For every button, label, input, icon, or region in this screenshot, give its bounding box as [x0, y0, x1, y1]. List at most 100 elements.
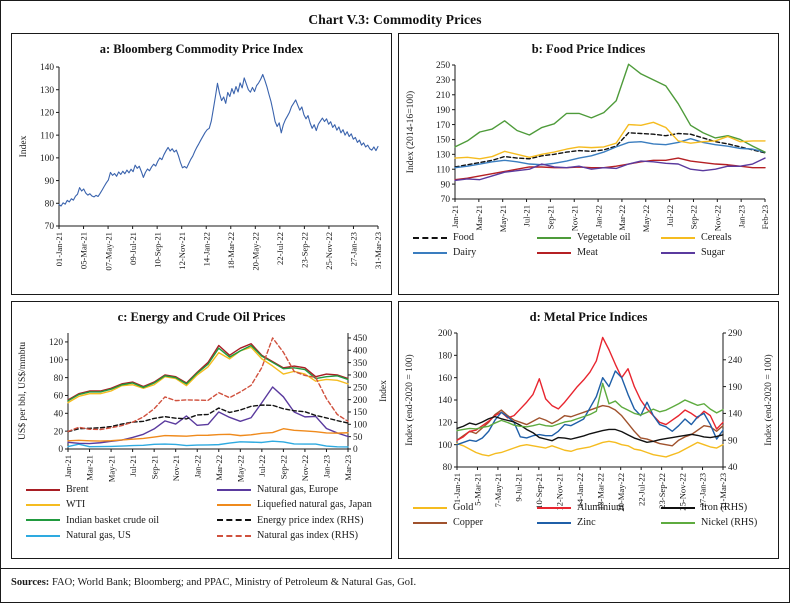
svg-text:Jan-23: Jan-23 [322, 455, 332, 478]
svg-text:110: 110 [40, 131, 54, 141]
legend-item-food: Food [413, 230, 531, 245]
legend-item-wti: WTI [26, 497, 211, 512]
svg-text:May-21: May-21 [498, 205, 508, 232]
svg-text:150: 150 [353, 408, 367, 418]
series-line-brent [67, 343, 349, 401]
legend-swatch-dairy [413, 251, 447, 254]
legend-swatch-vegetable-oil [537, 236, 571, 239]
svg-text:20-May-22: 20-May-22 [616, 473, 626, 512]
sources-label: Sources: [11, 577, 50, 588]
svg-text:50: 50 [353, 433, 363, 443]
legend-item-meat: Meat [537, 245, 655, 260]
legend-swatch-brent [26, 488, 60, 491]
svg-text:Index (end-2020 = 100): Index (end-2020 = 100) [404, 354, 415, 445]
series-line-indian-basket-crude-oil [67, 344, 349, 402]
legend-row: Gold Aluminium Iron (RHS) [413, 500, 764, 515]
legend-label-indian-basket-crude-oil: Indian basket crude oil [66, 514, 160, 526]
legend-swatch-food [413, 236, 447, 239]
svg-text:200: 200 [353, 396, 367, 406]
sources-note: Sources: FAO; World Bank; Bloomberg; and… [1, 568, 789, 602]
svg-text:180: 180 [438, 352, 452, 362]
svg-text:Jan-22: Jan-22 [593, 205, 603, 228]
legend-label-food: Food [453, 232, 474, 243]
svg-text:150: 150 [436, 136, 450, 146]
legend-row: WTI Liquefied natural gas, Japan [26, 497, 377, 512]
panel-b-svg: 70 90 110 130 150 170 190 210 230 250 Index (2014-… [405, 61, 770, 232]
panel-d-svg: 80 100 120 140 160 180 200 40 90 140 190 240 290 Inde… [404, 329, 774, 512]
panel-grid: a: Bloomberg Commodity Price Index 70 80 9… [1, 33, 789, 559]
series-line-wti [67, 346, 349, 404]
legend-swatch-liquefied-natural-gas-japan [217, 503, 251, 506]
legend-swatch-meat [537, 251, 571, 254]
series-line-natural-gas-index-rhs [67, 337, 349, 433]
svg-text:40: 40 [54, 410, 64, 420]
svg-text:May-22: May-22 [641, 205, 651, 232]
svg-text:120: 120 [438, 419, 452, 429]
legend-row: Indian basket crude oil Energy price inde… [26, 513, 377, 528]
series-line-zinc [456, 370, 724, 446]
legend-swatch-sugar [661, 251, 695, 254]
svg-text:7-May-21: 7-May-21 [493, 473, 503, 507]
legend-label-zinc: Zinc [577, 517, 596, 529]
legend-swatch-zinc [537, 521, 571, 524]
panel-d-plot: 80 100 120 140 160 180 200 40 90 140 190 240 290 Inde… [399, 325, 778, 515]
svg-text:190: 190 [728, 383, 742, 393]
svg-text:Nov-21: Nov-21 [171, 455, 181, 481]
svg-text:300: 300 [353, 371, 367, 381]
series-line-cereals [454, 121, 766, 160]
svg-text:09-Jul-21: 09-Jul-21 [128, 232, 138, 265]
svg-text:90: 90 [45, 177, 55, 187]
legend-label-vegetable-oil: Vegetable oil [577, 232, 631, 243]
legend-swatch-energy-price-index-rhs [217, 519, 251, 522]
legend-label-dairy: Dairy [453, 247, 477, 259]
svg-text:07-May-21: 07-May-21 [103, 232, 113, 271]
svg-text:80: 80 [443, 463, 453, 473]
legend-label-natural-gas-index-rhs: Natural gas index (RHS) [257, 529, 359, 541]
svg-text:70: 70 [441, 195, 451, 205]
legend-item-energy-price-index-rhs: Energy price index (RHS) [217, 513, 377, 528]
svg-text:140: 140 [438, 396, 452, 406]
series-line-energy-price-index-rhs [67, 404, 349, 433]
legend-item-dairy: Dairy [413, 245, 531, 260]
svg-text:100: 100 [353, 421, 367, 431]
legend-item-brent: Brent [26, 482, 211, 497]
svg-text:Jan-21: Jan-21 [450, 205, 460, 228]
legend-row: Brent Natural gas, Europe [26, 482, 377, 497]
legend-swatch-natural-gas-index-rhs [217, 534, 251, 537]
legend-swatch-indian-basket-crude-oil [26, 519, 60, 522]
series-line-dairy [454, 138, 766, 169]
svg-text:110: 110 [436, 165, 450, 175]
svg-text:Jul-21: Jul-21 [128, 455, 138, 476]
svg-text:450: 450 [353, 334, 367, 344]
legend-item-zinc: Zinc [537, 515, 655, 530]
svg-text:25-Nov-22: 25-Nov-22 [677, 473, 687, 511]
svg-text:Mar-21: Mar-21 [474, 205, 484, 231]
svg-text:240: 240 [728, 356, 742, 366]
legend-row: Copper Zinc Nickel (RHS) [413, 515, 764, 530]
svg-text:250: 250 [436, 61, 450, 71]
legend-label-energy-price-index-rhs: Energy price index (RHS) [257, 514, 364, 526]
svg-text:130: 130 [40, 86, 54, 96]
svg-text:25-Nov-22: 25-Nov-22 [324, 232, 334, 270]
series-line-sugar [454, 157, 766, 182]
legend-item-gold: Gold [413, 500, 531, 515]
svg-text:210: 210 [436, 91, 450, 101]
svg-text:10-Sep-21: 10-Sep-21 [152, 232, 162, 268]
legend-item-indian-basket-crude-oil: Indian basket crude oil [26, 513, 211, 528]
legend-swatch-natural-gas-europe [217, 488, 251, 491]
svg-text:31-Mar-23: 31-Mar-23 [718, 473, 728, 510]
svg-text:0: 0 [353, 445, 358, 455]
panel-d-title: d: Metal Price Indices [529, 310, 648, 324]
series-line-copper [456, 404, 724, 447]
legend-item-copper: Copper [413, 515, 531, 530]
legend-label-brent: Brent [66, 484, 89, 495]
svg-text:Jan-23: Jan-23 [736, 205, 746, 228]
legend-item-cereals: Cereals [661, 230, 764, 245]
svg-text:10-Sep-21: 10-Sep-21 [534, 473, 544, 509]
svg-text:90: 90 [728, 436, 738, 446]
svg-text:20-May-22: 20-May-22 [251, 232, 261, 271]
svg-text:Sep-22: Sep-22 [279, 455, 289, 479]
series-line-aluminium [456, 336, 724, 441]
svg-text:Sep-21: Sep-21 [149, 455, 159, 479]
